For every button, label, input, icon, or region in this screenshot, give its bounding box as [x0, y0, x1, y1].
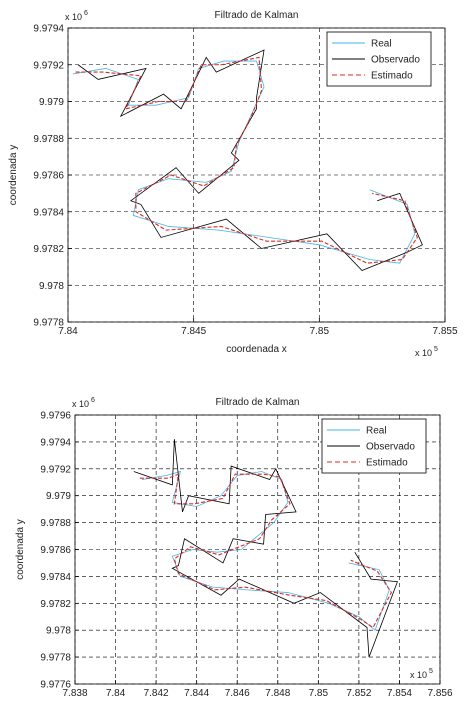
legend-label: Real	[366, 426, 387, 437]
y-tick-label: 9.9794	[40, 437, 71, 448]
series-line	[77, 49, 423, 272]
y-tick-label: 9.9786	[33, 171, 64, 182]
chart-title: Filtrado de Kalman	[215, 10, 299, 21]
y-tick-label: 9.9782	[33, 244, 64, 255]
y-tick-label: 9.9792	[40, 464, 71, 475]
y-tick-label: 9.9786	[40, 545, 71, 556]
series-line	[75, 56, 418, 264]
x-tick-label: 7.846	[225, 688, 250, 699]
y-tick-label: 9.9788	[40, 518, 71, 529]
legend-label: Observado	[366, 442, 415, 453]
y-axis-label: coordenada y	[15, 519, 26, 580]
y-tick-label: 9.9796	[40, 411, 71, 422]
x-tick-label: 7.84	[106, 688, 126, 699]
legend-label: Estimado	[371, 71, 413, 82]
y-tick-label: 9.979	[39, 97, 64, 108]
y-tick-label: 9.9778	[33, 318, 64, 329]
y-tick-label: 9.9788	[33, 134, 64, 145]
x-tick-label: 7.852	[346, 688, 371, 699]
y-axis-label: coordenada y	[8, 145, 19, 206]
series-line	[141, 470, 390, 631]
y-tick-label: 9.9778	[40, 653, 71, 664]
x-tick-label: 7.855	[432, 326, 457, 337]
x-tick-label: 7.844	[184, 688, 209, 699]
legend-label: Observado	[371, 55, 420, 66]
chart-title: Filtrado de Kalman	[216, 397, 300, 408]
x-tick-label: 7.854	[387, 688, 412, 699]
y-tick-label: 9.978	[46, 626, 71, 637]
series-line	[139, 473, 392, 629]
legend-label: Real	[371, 39, 392, 50]
y-tick-label: 9.9784	[40, 572, 71, 583]
x-tick-label: 7.84	[58, 326, 78, 337]
x-multiplier: x 10	[415, 348, 432, 358]
x-tick-label: 7.85	[309, 688, 329, 699]
axes-frame	[74, 414, 441, 685]
series-line	[133, 439, 398, 658]
x-tick-label: 7.85	[310, 326, 330, 337]
x-multiplier-exp: 5	[434, 346, 438, 353]
x-tick-label: 7.842	[144, 688, 169, 699]
y-tick-label: 9.9794	[33, 24, 64, 35]
x-axis-label: coordenada x	[226, 344, 287, 355]
x-multiplier-exp: 5	[429, 668, 433, 675]
y-tick-label: 9.979	[46, 491, 71, 502]
x-tick-label: 7.838	[62, 688, 87, 699]
y-tick-label: 9.9784	[33, 207, 64, 218]
y-tick-label: 9.9782	[40, 599, 71, 610]
x-tick-label: 7.848	[265, 688, 290, 699]
y-multiplier-exp: 6	[91, 397, 95, 404]
y-multiplier-exp: 6	[84, 10, 88, 17]
axes-frame	[67, 27, 446, 323]
y-multiplier: x 10	[65, 12, 82, 22]
y-tick-label: 9.978	[39, 281, 64, 292]
x-tick-label: 7.856	[427, 688, 452, 699]
y-tick-label: 9.9792	[33, 60, 64, 71]
y-tick-label: 9.9776	[40, 680, 71, 691]
legend-label: Estimado	[366, 458, 408, 469]
x-tick-label: 7.845	[181, 326, 206, 337]
y-multiplier: x 10	[72, 399, 89, 409]
x-multiplier: x 10	[410, 670, 427, 680]
